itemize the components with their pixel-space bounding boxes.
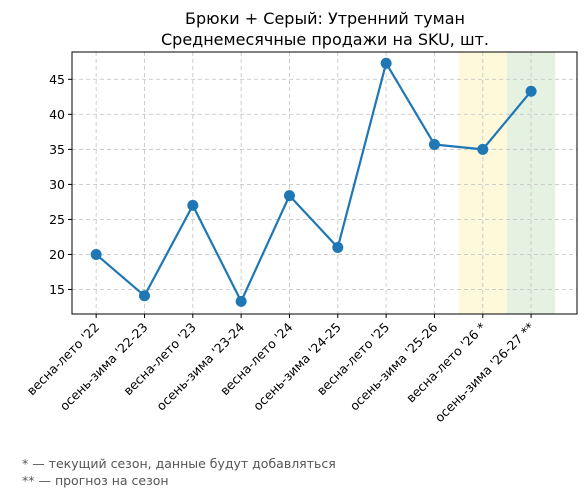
y-tick-label: 35	[49, 142, 65, 157]
data-point	[283, 190, 295, 202]
y-tick-label: 30	[49, 177, 65, 192]
data-point	[187, 199, 199, 211]
y-axis: 15 20 25 30 35 40 45	[49, 72, 72, 297]
x-tick-label: осень-зима '24-25	[250, 320, 344, 414]
data-point	[428, 138, 440, 150]
data-point	[477, 143, 489, 155]
data-point	[525, 85, 537, 97]
y-tick-label: 25	[49, 212, 65, 227]
highlight-band-current	[458, 52, 507, 314]
y-tick-label: 20	[49, 247, 65, 262]
highlight-bands	[458, 52, 556, 314]
chart-subtitle: Среднемесячные продажи на SKU, шт.	[161, 30, 489, 49]
x-tick-label: осень-зима '25-26	[347, 319, 441, 413]
data-point	[380, 57, 392, 69]
chart-title: Брюки + Серый: Утренний туман	[185, 9, 465, 28]
y-tick-label: 45	[49, 72, 65, 87]
data-point	[138, 290, 150, 302]
data-point	[235, 295, 247, 307]
footnote-forecast: ** — прогноз на сезон	[22, 473, 169, 488]
data-point	[332, 241, 344, 253]
series-layer	[90, 57, 537, 307]
data-point	[90, 248, 102, 260]
x-tick-label: осень-зима '26-27 **	[432, 320, 538, 426]
y-tick-label: 15	[49, 282, 65, 297]
footnote-current: * — текущий сезон, данные будут добавлят…	[22, 456, 336, 471]
plot-frame	[71, 51, 578, 315]
x-tick-label: осень-зима '23-24	[153, 319, 247, 413]
grid	[72, 52, 577, 314]
series-line	[95, 62, 532, 303]
y-tick-label: 40	[49, 107, 65, 122]
x-tick-label: осень-зима '22-23	[57, 320, 151, 414]
